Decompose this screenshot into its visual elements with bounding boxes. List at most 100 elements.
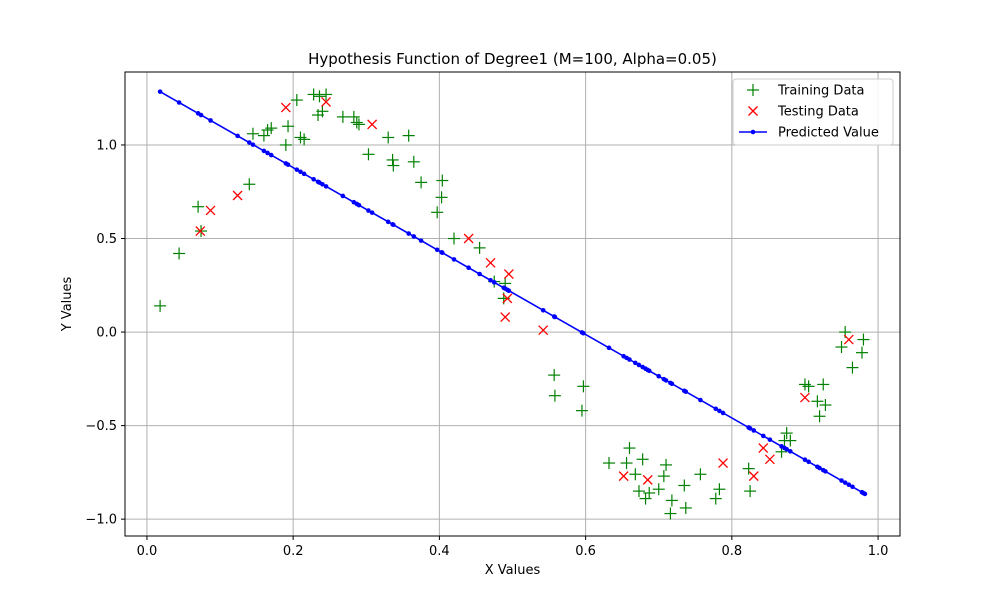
predicted-point (323, 184, 329, 189)
predicted-point (506, 288, 512, 293)
predicted-point (823, 469, 828, 474)
testing-point (503, 269, 514, 280)
training-point (643, 486, 656, 499)
training-point (548, 389, 561, 402)
y-tick-label: −0.5 (85, 419, 117, 434)
testing-point (758, 443, 769, 454)
predicted-point (698, 397, 703, 403)
predicted-point (656, 373, 662, 379)
predicted-point (235, 133, 240, 139)
training-point (279, 138, 292, 151)
training-point (657, 470, 670, 483)
testing-point (502, 293, 513, 304)
training-point (632, 485, 645, 498)
predicted-point (633, 360, 638, 366)
predicted-point (294, 167, 300, 172)
predicted-point (636, 362, 642, 368)
testing-point (232, 190, 243, 201)
testing-point (195, 226, 206, 236)
predicted-point (451, 257, 457, 262)
predicted-point (627, 357, 632, 362)
training-point (448, 232, 461, 245)
predicted-point (552, 314, 558, 320)
testing-point (764, 454, 775, 465)
predicted-point (411, 234, 417, 239)
training-point (742, 462, 755, 475)
training-point (316, 105, 329, 118)
predicted-point (817, 465, 822, 471)
training-point (265, 122, 278, 135)
training-point (350, 116, 363, 129)
training-point (835, 341, 848, 354)
testing-point (843, 334, 854, 345)
training-point (282, 120, 295, 133)
testing-point (367, 119, 378, 130)
training-point (855, 346, 868, 359)
training-point (336, 110, 349, 123)
training-point (664, 507, 677, 520)
training-point (192, 200, 205, 213)
plot-frame (124, 71, 901, 537)
chart-title: Hypothesis Function of Degree1 (M=100, A… (308, 50, 717, 68)
training-point (173, 247, 186, 260)
testing-point (205, 205, 216, 216)
training-point (352, 118, 365, 131)
testing-point (799, 392, 810, 403)
predicted-point (406, 231, 411, 236)
x-tick-label: 1.0 (868, 544, 889, 559)
predicted-point (440, 250, 445, 256)
training-point (577, 380, 590, 393)
training-point (813, 410, 826, 423)
testing-point (485, 257, 496, 268)
predicted-point (208, 118, 213, 123)
predicted-point (669, 381, 675, 387)
testing-point (280, 102, 291, 113)
training-point (473, 241, 486, 254)
tick-layer: 0.0 0.2 0.4 0.6 0.8 1.0 −1.0 −0.5 0.0 0.5 1.0 (85, 138, 888, 559)
predicted-point (298, 169, 303, 175)
testing-point (321, 96, 332, 107)
predicted-point (540, 307, 546, 313)
training-point (784, 434, 797, 447)
y-tick-label: 1.0 (96, 138, 117, 153)
training-point (246, 127, 259, 140)
predicted-point (747, 426, 753, 431)
predicted-point (802, 457, 808, 462)
testing-point (538, 325, 549, 336)
predicted-point (157, 89, 163, 94)
predicted-point (246, 140, 252, 145)
y-tick-label: 0.0 (96, 326, 117, 341)
training-point (387, 159, 400, 172)
predicted-point (385, 219, 391, 225)
predicted-point (683, 389, 689, 394)
training-point (307, 88, 320, 101)
testing-point (500, 312, 511, 323)
predicted-point (767, 437, 773, 442)
training-point (678, 479, 691, 492)
predicted-point (198, 112, 204, 118)
predicted-point (356, 202, 362, 208)
legend: Training Data Testing Data Predicted Value (732, 78, 894, 146)
predicted-point (477, 271, 482, 277)
y-axis-label: Y Values (60, 277, 75, 333)
training-point (665, 494, 678, 507)
predicted-point (491, 280, 497, 285)
x-tick-label: 0.0 (137, 544, 158, 559)
predicted-point (176, 100, 182, 105)
legend-label: Predicted Value (778, 126, 879, 141)
predicted-point (320, 181, 325, 187)
legend-marker-testing (748, 106, 758, 116)
training-point (802, 380, 815, 393)
training-point (679, 501, 692, 514)
training-point (402, 129, 415, 142)
training-point (154, 299, 167, 312)
y-tick-label: 0.5 (96, 232, 117, 247)
testing-point (618, 471, 629, 482)
training-point (623, 442, 636, 455)
testing-point (748, 471, 759, 482)
predicted-point (862, 491, 868, 497)
predicted-point (366, 208, 371, 213)
predicted-point (488, 277, 493, 283)
predicted-point (434, 247, 440, 253)
predicted-point (784, 446, 789, 452)
